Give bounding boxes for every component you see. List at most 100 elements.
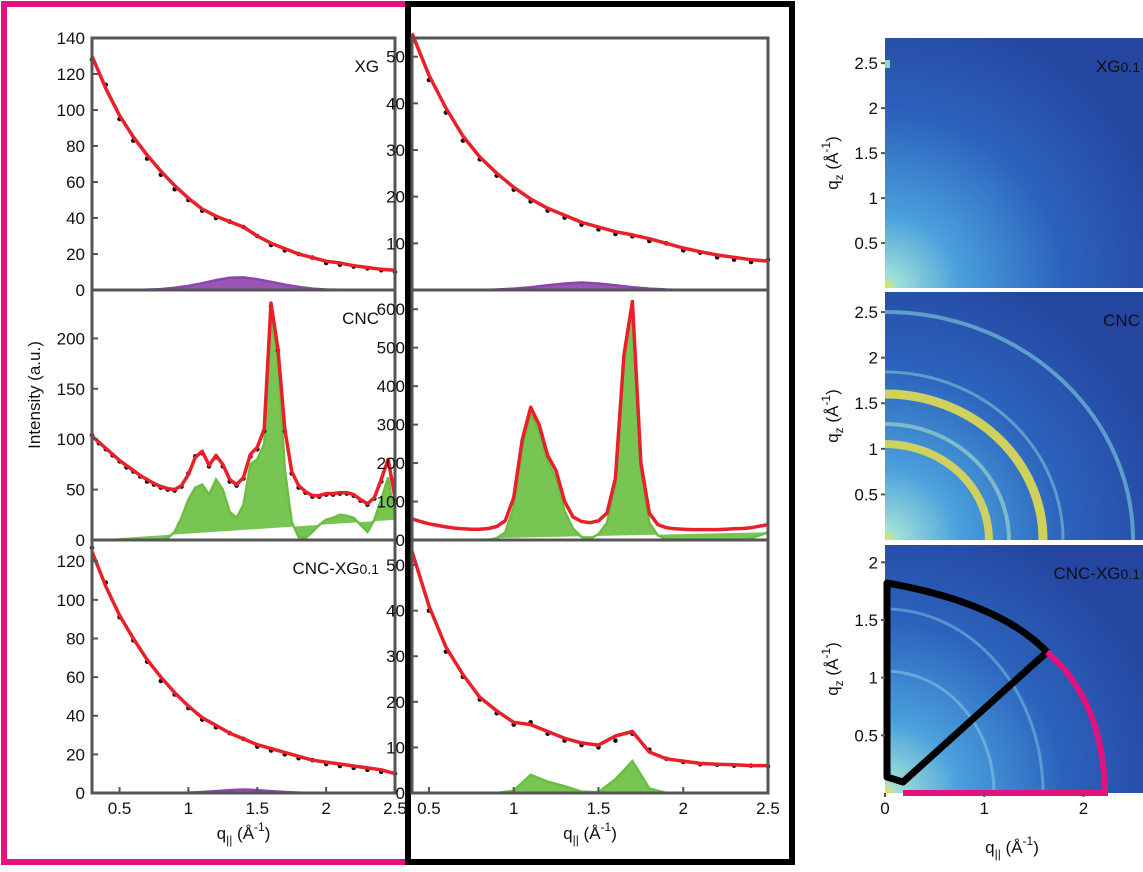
y-tick-label: 200 <box>377 454 405 473</box>
y-tick-label: 20 <box>386 188 405 207</box>
y-tick-label: 50 <box>386 48 405 67</box>
label-part: -1 <box>819 142 833 153</box>
y-tick-label: 30 <box>386 647 405 666</box>
y-tick-label: 50 <box>386 556 405 575</box>
x-tick-label: 1.5 <box>245 799 269 818</box>
y-tick-label: 200 <box>57 329 85 348</box>
label-part: 0.1 <box>1121 566 1141 582</box>
label-part: -1 <box>601 820 612 834</box>
fit-curve <box>90 55 396 272</box>
detector-image <box>885 38 1143 288</box>
y-tick-label: 10 <box>386 738 405 757</box>
axes-frame <box>410 36 770 292</box>
axes-frame <box>90 36 397 292</box>
y-tick-label: 80 <box>66 137 85 156</box>
x-tick-label: 2.5 <box>383 799 407 818</box>
x-tick-label: 1 <box>184 799 193 818</box>
panel-label: XG <box>354 57 379 76</box>
column-frame <box>405 1 795 865</box>
y-tick-label: 80 <box>66 629 85 648</box>
panel: 10 20 30 40 50 <box>386 32 771 292</box>
ring <box>885 607 1045 793</box>
diffraction-rings <box>885 310 1135 540</box>
axes-frame <box>410 288 770 542</box>
y-tick-label: 0 <box>396 531 405 550</box>
y-tick-label: 60 <box>66 668 85 687</box>
panel-label: CNC-XG0.1 <box>1053 564 1140 583</box>
x-tick-label: 0 <box>880 799 889 818</box>
y-axis-title: qz (Å-1) <box>819 389 846 443</box>
y-tick-label: 0.5 <box>854 234 878 253</box>
label-part: (Å <box>823 658 842 680</box>
y-tick-label: 40 <box>66 209 85 228</box>
label-part: q <box>823 433 842 442</box>
panel: 0 50 100 150 200 <box>57 288 398 550</box>
y-tick-label: 2 <box>869 99 878 118</box>
fit-curve <box>410 550 768 768</box>
y-tick-label: 1.5 <box>854 611 878 630</box>
label-part: q <box>217 824 226 843</box>
y-tick-label: 2.5 <box>854 303 878 322</box>
ring <box>885 310 1135 540</box>
y-tick-label: 0 <box>76 784 85 803</box>
y-tick-label: 1 <box>869 440 878 459</box>
y-tick-label: 120 <box>57 552 85 571</box>
x-tick-label: 2 <box>1079 799 1088 818</box>
x-tick-label: 2.5 <box>756 799 780 818</box>
y-tick-label: 2.5 <box>854 54 878 73</box>
ring <box>885 669 996 793</box>
label-part: z <box>832 427 846 433</box>
y-tick-label: 0 <box>76 531 85 550</box>
label-part: q <box>823 686 842 695</box>
y-tick-label: 600 <box>377 300 405 319</box>
image-spot <box>885 60 890 68</box>
x-tick-label: 0.5 <box>417 799 441 818</box>
y-tick-label: 1.5 <box>854 394 878 413</box>
label-part: ) <box>823 136 842 142</box>
label-part: (Å <box>823 405 842 427</box>
y-tick-label: 20 <box>386 693 405 712</box>
label-part: q <box>823 180 842 189</box>
label-part: || <box>573 833 579 847</box>
label-part: CNC-XG <box>1053 564 1120 583</box>
label-part: 0.1 <box>1121 59 1141 75</box>
x-axis-title: q|| (Å-1) <box>563 820 617 847</box>
label-part: CNC <box>1103 311 1140 330</box>
label-part: -1 <box>1023 834 1034 848</box>
y-axis-title: qz (Å-1) <box>819 642 846 696</box>
y-tick-label: 400 <box>377 377 405 396</box>
y-tick-label: 2 <box>869 349 878 368</box>
y-tick-label: 100 <box>57 101 85 120</box>
label-part: 0.1 <box>360 561 380 577</box>
label-part: XG <box>354 57 379 76</box>
fit-curve <box>90 550 396 776</box>
fit-curve <box>410 32 769 263</box>
y-tick-label: 50 <box>66 481 85 500</box>
y-tick-label: 40 <box>386 602 405 621</box>
ring <box>885 389 1048 540</box>
panel-label: CNC <box>342 309 379 328</box>
fit-curve <box>411 299 769 532</box>
y-tick-label: 0 <box>76 281 85 300</box>
x-tick-label: 1 <box>979 799 988 818</box>
panel: 0.5 1 1.5 2 2.5 <box>854 54 885 253</box>
panel: 0.5 1 1.5 2 0 1 2 <box>854 553 1088 818</box>
panel-label: CNC <box>1103 311 1140 330</box>
label-part: CNC <box>342 309 379 328</box>
panel: 0 10 20 30 40 50 0.5 1 1.5 2 2.5 <box>386 538 780 818</box>
y-tick-label: 100 <box>57 591 85 610</box>
label-part: ) <box>823 642 842 648</box>
label-part: z <box>832 174 846 180</box>
label-part: ) <box>611 824 617 843</box>
panel: 0 20 40 60 80 100 120 140 <box>57 29 398 300</box>
x-tick-label: 1.5 <box>587 799 611 818</box>
diffraction-rings <box>885 607 1045 793</box>
fit-curve <box>90 301 397 506</box>
label-part: q <box>985 838 994 857</box>
y-tick-label: 40 <box>386 94 405 113</box>
data-point <box>613 738 618 743</box>
y-tick-label: 20 <box>66 745 85 764</box>
axes-frame <box>90 538 397 795</box>
